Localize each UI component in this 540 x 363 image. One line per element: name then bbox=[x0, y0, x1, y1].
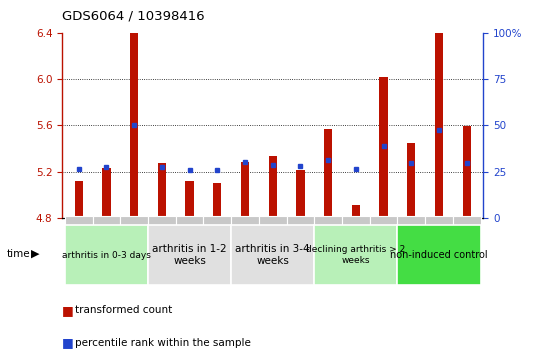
Bar bbox=[397, 216, 425, 225]
Bar bbox=[370, 216, 397, 225]
Bar bbox=[342, 216, 370, 225]
Text: transformed count: transformed count bbox=[75, 305, 172, 315]
Bar bbox=[352, 205, 360, 218]
Bar bbox=[425, 216, 453, 225]
Bar bbox=[148, 216, 176, 225]
Text: ▶: ▶ bbox=[31, 249, 39, 259]
Bar bbox=[453, 216, 481, 225]
Text: arthritis in 3-4
weeks: arthritis in 3-4 weeks bbox=[235, 244, 310, 266]
Bar bbox=[231, 225, 314, 285]
Bar bbox=[92, 216, 120, 225]
Text: declining arthritis > 2
weeks: declining arthritis > 2 weeks bbox=[306, 245, 406, 265]
Bar bbox=[241, 162, 249, 218]
Text: arthritis in 0-3 days: arthritis in 0-3 days bbox=[62, 250, 151, 260]
Text: ■: ■ bbox=[62, 337, 74, 350]
Bar bbox=[204, 216, 231, 225]
Bar bbox=[268, 156, 277, 218]
Text: arthritis in 1-2
weeks: arthritis in 1-2 weeks bbox=[152, 244, 227, 266]
Bar bbox=[435, 4, 443, 218]
Bar bbox=[314, 225, 397, 285]
Bar bbox=[176, 216, 204, 225]
Bar bbox=[148, 225, 231, 285]
Bar bbox=[259, 216, 287, 225]
Text: non-induced control: non-induced control bbox=[390, 250, 488, 260]
Bar bbox=[65, 225, 148, 285]
Bar bbox=[296, 170, 305, 218]
Bar bbox=[463, 126, 471, 218]
Text: percentile rank within the sample: percentile rank within the sample bbox=[75, 338, 251, 348]
Bar bbox=[130, 33, 138, 218]
Text: GDS6064 / 10398416: GDS6064 / 10398416 bbox=[62, 9, 205, 22]
Bar bbox=[65, 216, 92, 225]
Bar bbox=[185, 181, 194, 218]
Bar bbox=[324, 129, 332, 218]
Bar bbox=[397, 225, 481, 285]
Bar bbox=[102, 168, 111, 218]
Bar bbox=[213, 183, 221, 218]
Text: time: time bbox=[6, 249, 30, 259]
Text: ■: ■ bbox=[62, 304, 74, 317]
Bar bbox=[120, 216, 148, 225]
Bar bbox=[314, 216, 342, 225]
Bar bbox=[231, 216, 259, 225]
Bar bbox=[287, 216, 314, 225]
Bar bbox=[158, 163, 166, 218]
Bar bbox=[407, 143, 415, 218]
Bar bbox=[380, 77, 388, 218]
Bar bbox=[75, 181, 83, 218]
